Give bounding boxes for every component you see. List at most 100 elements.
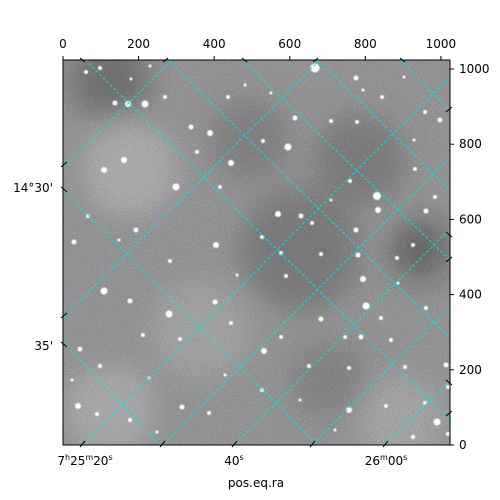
star [165, 310, 173, 318]
star [98, 66, 102, 70]
star [355, 252, 361, 258]
grid-line [241, 60, 450, 261]
right-tick-label: 200 [459, 363, 482, 377]
star [395, 256, 399, 260]
star [437, 117, 443, 123]
star [75, 403, 81, 409]
star [229, 321, 233, 325]
star [446, 432, 450, 436]
star [223, 373, 227, 377]
grid-line [317, 60, 450, 191]
star [319, 252, 323, 256]
star [412, 138, 416, 142]
right-tick-label: 0 [459, 438, 467, 452]
x-axis-label: pos.eq.ra [228, 476, 284, 490]
grid-line [63, 60, 321, 319]
star [384, 404, 388, 408]
star [433, 418, 441, 426]
star [163, 95, 167, 99]
star [71, 239, 77, 245]
star [260, 388, 264, 392]
star [77, 346, 83, 352]
right-tick-label: 600 [459, 212, 482, 226]
star [207, 130, 213, 136]
star [261, 348, 267, 354]
star [127, 298, 133, 304]
star [195, 150, 199, 154]
star [358, 334, 364, 340]
star [179, 404, 185, 410]
star [355, 120, 359, 124]
star [403, 365, 407, 369]
star [292, 115, 298, 121]
grid-line [63, 341, 161, 445]
top-tick-label: 600 [278, 37, 301, 51]
star [188, 124, 194, 130]
star [70, 378, 74, 382]
star [413, 167, 417, 171]
star [226, 95, 230, 99]
right-tick-label: 800 [459, 137, 482, 151]
star [155, 430, 159, 434]
star [279, 335, 283, 339]
grid-line [63, 60, 173, 169]
star [424, 306, 428, 310]
star [117, 238, 121, 242]
star [402, 75, 406, 79]
star [148, 64, 152, 68]
star [411, 435, 415, 439]
star [375, 207, 381, 213]
star [275, 211, 281, 217]
star [101, 167, 107, 173]
star [141, 100, 149, 108]
star [212, 299, 218, 305]
top-tick-label: 400 [203, 37, 226, 51]
star [307, 364, 311, 368]
top-tick-label: 200 [127, 37, 150, 51]
star [172, 183, 180, 191]
world-axis-ticks [60, 57, 453, 448]
star [112, 100, 118, 106]
star [261, 139, 265, 143]
star [396, 281, 400, 285]
star [348, 179, 352, 183]
star [243, 83, 247, 87]
ra-tick-label-0: 7h25m20s [57, 453, 112, 468]
grid-line [384, 379, 450, 445]
star [86, 214, 90, 218]
right-pixel-axis: 0 200 400 600 800 1000 [450, 62, 490, 452]
star [284, 143, 292, 151]
star [128, 418, 132, 422]
star [269, 91, 273, 95]
sky-image [63, 60, 450, 445]
star [333, 428, 337, 432]
star [362, 302, 370, 310]
star [218, 185, 222, 189]
ra-tick-label-2: 26m00s [365, 453, 408, 468]
star [207, 411, 211, 415]
star [389, 338, 393, 342]
star [353, 75, 359, 81]
star [298, 213, 304, 219]
grid-line [63, 189, 319, 445]
star [284, 274, 288, 278]
grid-line [233, 228, 450, 445]
plot-frame [62, 59, 451, 446]
star [353, 227, 359, 233]
star [235, 273, 239, 277]
star [178, 337, 182, 341]
star [228, 160, 234, 166]
top-tick-label: 800 [354, 37, 377, 51]
coordinate-grid [63, 60, 450, 445]
star [433, 195, 437, 199]
star [213, 242, 219, 248]
star [361, 88, 365, 92]
star [423, 208, 429, 214]
star [360, 276, 366, 282]
star [423, 110, 427, 114]
star [133, 227, 139, 233]
star [379, 316, 383, 320]
star [141, 333, 145, 337]
star [343, 335, 347, 339]
